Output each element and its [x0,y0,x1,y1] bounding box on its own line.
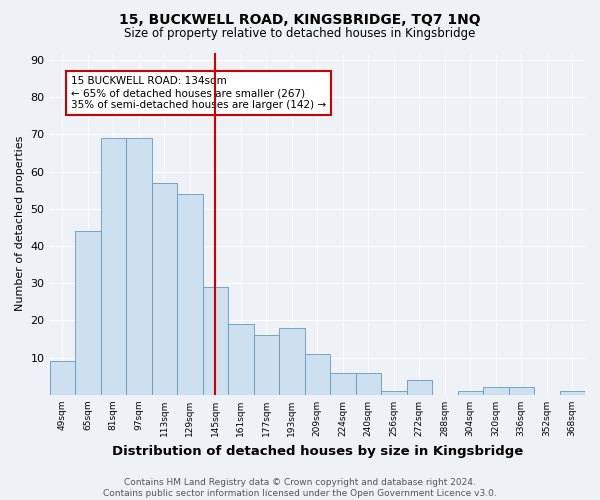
Bar [228,324,254,395]
Text: 15, BUCKWELL ROAD, KINGSBRIDGE, TQ7 1NQ: 15, BUCKWELL ROAD, KINGSBRIDGE, TQ7 1NQ [119,12,481,26]
Bar [254,336,279,395]
Bar [101,138,126,395]
Bar [203,287,228,395]
Bar [126,138,152,395]
Bar [560,391,585,395]
Bar [305,354,330,395]
Bar [381,391,407,395]
Bar [356,372,381,395]
Bar [75,231,101,395]
Bar [483,388,509,395]
Bar [50,362,75,395]
Bar [407,380,432,395]
Bar [330,372,356,395]
Text: Contains HM Land Registry data © Crown copyright and database right 2024.
Contai: Contains HM Land Registry data © Crown c… [103,478,497,498]
Text: 15 BUCKWELL ROAD: 134sqm
← 65% of detached houses are smaller (267)
35% of semi-: 15 BUCKWELL ROAD: 134sqm ← 65% of detach… [71,76,326,110]
Bar [458,391,483,395]
Bar [279,328,305,395]
Y-axis label: Number of detached properties: Number of detached properties [15,136,25,312]
Bar [509,388,534,395]
Bar [177,194,203,395]
Bar [152,183,177,395]
Text: Size of property relative to detached houses in Kingsbridge: Size of property relative to detached ho… [124,28,476,40]
X-axis label: Distribution of detached houses by size in Kingsbridge: Distribution of detached houses by size … [112,444,523,458]
